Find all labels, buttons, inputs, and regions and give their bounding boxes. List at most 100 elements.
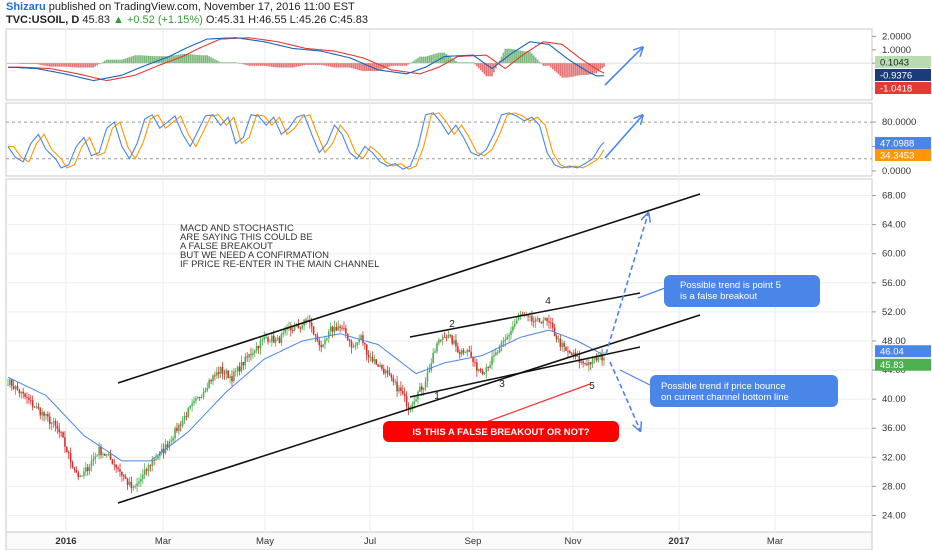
sub-channel-bottom <box>409 346 641 398</box>
candle-body <box>200 396 203 398</box>
candlesticks <box>7 310 605 494</box>
macd-hist-bar <box>597 63 600 72</box>
candle-body <box>362 335 364 343</box>
candle-body <box>531 316 533 322</box>
candle-body <box>88 466 91 472</box>
candle-body <box>489 364 491 368</box>
candle-body <box>557 338 560 340</box>
projection-arrows <box>477 48 666 430</box>
candle-body <box>39 408 42 416</box>
candle-body <box>352 346 355 348</box>
candle-body <box>563 343 565 347</box>
macd-hist-bar <box>178 54 180 64</box>
candle-body <box>149 465 152 467</box>
candle-body <box>445 337 448 338</box>
macd-hist-bar <box>439 52 442 64</box>
candle-body <box>529 316 531 317</box>
candle-body <box>253 350 256 353</box>
candle-body <box>464 352 467 354</box>
candle-body <box>326 338 328 340</box>
macd-hist-bar <box>7 63 9 64</box>
candle-body <box>341 327 343 329</box>
candle-body <box>246 356 248 358</box>
candle-body <box>290 327 292 331</box>
callout-bottom[interactable]: Possible trend if price bounce on curren… <box>650 375 838 407</box>
chart-canvas[interactable]: MACD AND STOCHASTIC ARE SAYING THIS COUL… <box>0 28 932 550</box>
macd-hist-bar <box>346 63 349 68</box>
macd-hist-bar <box>599 63 602 70</box>
candle-body <box>415 399 417 402</box>
macd-hist-bar <box>62 63 64 67</box>
macd-hist-bar <box>100 63 102 64</box>
macd-hist-bar <box>295 63 298 67</box>
macd-hist-bar <box>525 51 527 64</box>
candle-body <box>124 476 127 479</box>
macd-hist-bar <box>271 63 273 67</box>
candle-body <box>202 392 205 397</box>
macd-hist-bar <box>113 59 116 64</box>
macd-hist-bar <box>290 63 292 68</box>
macd-hist-bar <box>143 55 146 64</box>
candle-body <box>432 352 434 364</box>
candle-body <box>236 366 239 372</box>
macd-hist-bar <box>529 51 531 64</box>
candle-body <box>166 444 169 448</box>
macd-hist-bar <box>60 63 62 67</box>
candle-body <box>335 327 338 331</box>
macd-hist-bar <box>491 63 493 77</box>
candle-body <box>365 344 368 355</box>
candle-body <box>52 421 55 423</box>
candle-body <box>559 338 562 347</box>
red-callout[interactable]: IS THIS A FALSE BREAKOUT OR NOT? <box>383 421 619 442</box>
macd-hist-bar <box>331 63 334 68</box>
macd-hist-bar <box>140 55 142 64</box>
macd-hist-bar <box>117 59 119 64</box>
price-tick-label: 68.00 <box>882 191 906 202</box>
macd-hist-bar <box>316 63 319 65</box>
macd-hist-bar <box>85 63 87 68</box>
candle-body <box>58 428 61 433</box>
candle-body <box>430 363 433 371</box>
macd-hist-bar <box>98 63 100 65</box>
macd-hist-bar <box>134 55 136 64</box>
candle-body <box>233 371 235 382</box>
candle-body <box>242 361 245 366</box>
callout-top[interactable]: Possible trend is point 5 is a false bre… <box>664 275 820 307</box>
wave-label-2: 2 <box>449 319 455 330</box>
note-line: ARE SAYING THIS COULD BE <box>180 232 313 243</box>
candle-body <box>297 324 300 328</box>
main-channel-top <box>117 193 701 384</box>
macd-hist-bar <box>265 63 267 67</box>
macd-hist-bar <box>595 63 598 74</box>
macd-hist-bar <box>327 63 330 67</box>
candle-body <box>305 319 307 321</box>
candle-body <box>35 406 38 408</box>
macd-hist-bar <box>121 59 123 64</box>
candle-body <box>551 322 554 328</box>
candle-body <box>22 391 24 394</box>
candle-body <box>555 336 558 340</box>
candle-body <box>411 404 414 408</box>
note-line: MACD AND STOCHASTIC <box>180 223 294 234</box>
candle-body <box>375 359 378 365</box>
stoch-d-badge-bg <box>875 149 931 161</box>
candle-body <box>141 474 144 480</box>
candle-body <box>476 362 478 371</box>
macd-hist-bar <box>50 63 53 67</box>
macd-hist-bar <box>168 56 171 64</box>
macd-hist-bar <box>569 63 571 78</box>
macd-hist-bar <box>443 52 446 64</box>
macd-hist-bar <box>377 63 379 72</box>
candle-body <box>536 318 539 320</box>
candle-body <box>102 454 104 456</box>
author-name[interactable]: Shizaru <box>6 1 46 13</box>
candle-body <box>466 350 469 353</box>
macd-hist-bar <box>392 63 395 66</box>
callout-bottom-box <box>650 375 838 407</box>
candle-body <box>26 396 28 398</box>
candle-body <box>508 334 510 337</box>
macd-hist-bar <box>343 63 345 68</box>
macd-hist-bar <box>301 63 304 66</box>
macd-hist-bar <box>66 63 68 67</box>
macd-hist-bar <box>272 63 275 68</box>
